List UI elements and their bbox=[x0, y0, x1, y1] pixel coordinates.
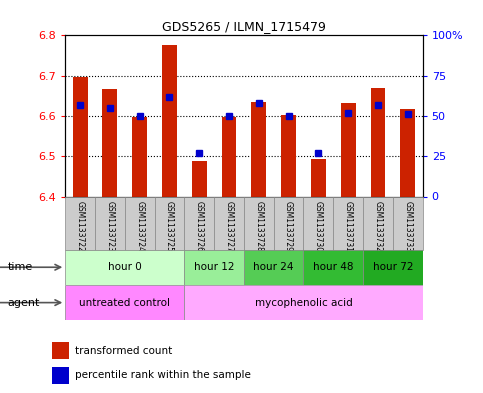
Bar bbox=[251, 102, 266, 196]
Text: GSM1133723: GSM1133723 bbox=[105, 201, 114, 252]
Bar bbox=[65, 250, 185, 285]
Bar bbox=[214, 196, 244, 250]
Text: GSM1133724: GSM1133724 bbox=[135, 201, 144, 252]
Bar bbox=[341, 103, 355, 196]
Text: hour 24: hour 24 bbox=[254, 262, 294, 272]
Text: transformed count: transformed count bbox=[75, 345, 172, 356]
Text: GSM1133722: GSM1133722 bbox=[76, 201, 85, 252]
Text: GSM1133729: GSM1133729 bbox=[284, 201, 293, 252]
Text: GSM1133728: GSM1133728 bbox=[255, 201, 263, 252]
Bar bbox=[65, 196, 95, 250]
Bar bbox=[72, 77, 87, 196]
Text: GSM1133733: GSM1133733 bbox=[403, 201, 412, 252]
Bar bbox=[162, 46, 177, 196]
Bar bbox=[303, 250, 363, 285]
Bar bbox=[222, 117, 237, 196]
Text: hour 0: hour 0 bbox=[108, 262, 142, 272]
Bar bbox=[185, 250, 244, 285]
Bar bbox=[400, 109, 415, 196]
Text: GSM1133725: GSM1133725 bbox=[165, 201, 174, 252]
Bar bbox=[185, 196, 214, 250]
Bar bbox=[95, 196, 125, 250]
Text: hour 72: hour 72 bbox=[372, 262, 413, 272]
Text: GSM1133732: GSM1133732 bbox=[373, 201, 383, 252]
Bar bbox=[192, 162, 207, 196]
Bar bbox=[65, 285, 185, 320]
Text: percentile rank within the sample: percentile rank within the sample bbox=[75, 370, 251, 380]
Text: time: time bbox=[7, 262, 32, 272]
Text: mycophenolic acid: mycophenolic acid bbox=[255, 298, 353, 308]
Bar bbox=[185, 285, 423, 320]
Bar bbox=[155, 196, 185, 250]
Text: GSM1133727: GSM1133727 bbox=[225, 201, 233, 252]
Bar bbox=[125, 196, 155, 250]
Bar bbox=[303, 196, 333, 250]
Bar bbox=[102, 89, 117, 196]
Bar bbox=[53, 342, 69, 359]
Text: GSM1133731: GSM1133731 bbox=[344, 201, 353, 252]
Bar bbox=[244, 196, 274, 250]
Title: GDS5265 / ILMN_1715479: GDS5265 / ILMN_1715479 bbox=[162, 20, 326, 33]
Text: agent: agent bbox=[7, 298, 40, 308]
Bar bbox=[333, 196, 363, 250]
Text: hour 12: hour 12 bbox=[194, 262, 234, 272]
Text: GSM1133730: GSM1133730 bbox=[314, 201, 323, 252]
Bar bbox=[132, 117, 147, 196]
Bar bbox=[274, 196, 303, 250]
Text: GSM1133726: GSM1133726 bbox=[195, 201, 204, 252]
Text: hour 48: hour 48 bbox=[313, 262, 354, 272]
Bar bbox=[370, 88, 385, 196]
Bar bbox=[281, 115, 296, 196]
Bar bbox=[311, 159, 326, 196]
Bar bbox=[363, 196, 393, 250]
Bar bbox=[244, 250, 303, 285]
Text: untreated control: untreated control bbox=[79, 298, 170, 308]
Bar bbox=[393, 196, 423, 250]
Bar bbox=[363, 250, 423, 285]
Bar bbox=[53, 367, 69, 384]
